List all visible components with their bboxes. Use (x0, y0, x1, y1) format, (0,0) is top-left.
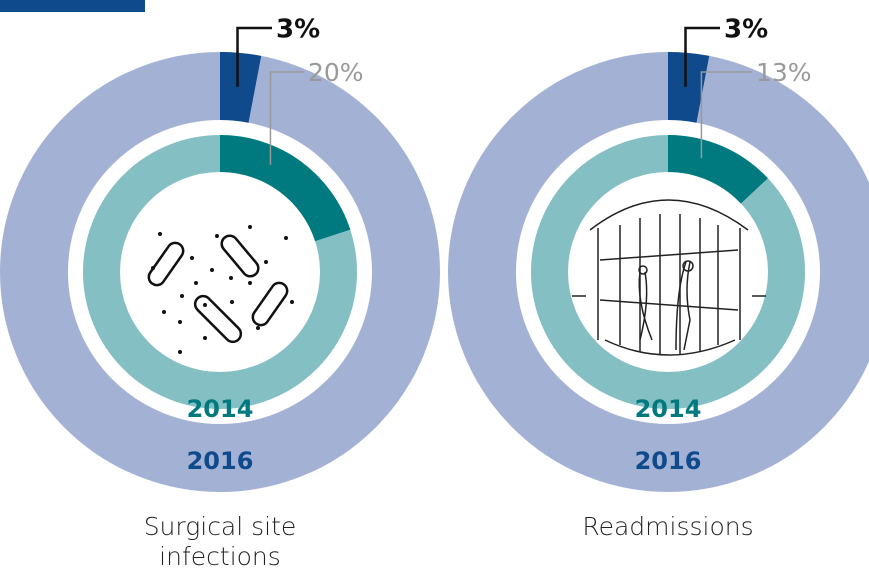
infographic: 3% 2016 20% 2014 3% 2016 13% 2014 Surgical site… (0, 0, 869, 571)
bacteria-icon (146, 225, 294, 354)
ring-label: 2016 (187, 447, 254, 475)
ring-label: 2014 (635, 395, 702, 423)
header-bar (0, 0, 145, 12)
chart: 3% 2016 20% 2014 3% 2016 13% 2014 (0, 0, 869, 571)
value-label: 20% (308, 58, 364, 87)
chart-title: Surgical site infections (120, 512, 320, 571)
value-label: 13% (756, 58, 812, 87)
ring-label: 2014 (187, 395, 254, 423)
door-icon (572, 200, 766, 355)
value-label: 3% (276, 15, 320, 45)
value-label: 3% (724, 15, 768, 45)
chart-title: Readmissions (568, 512, 768, 542)
ring-label: 2016 (635, 447, 702, 475)
